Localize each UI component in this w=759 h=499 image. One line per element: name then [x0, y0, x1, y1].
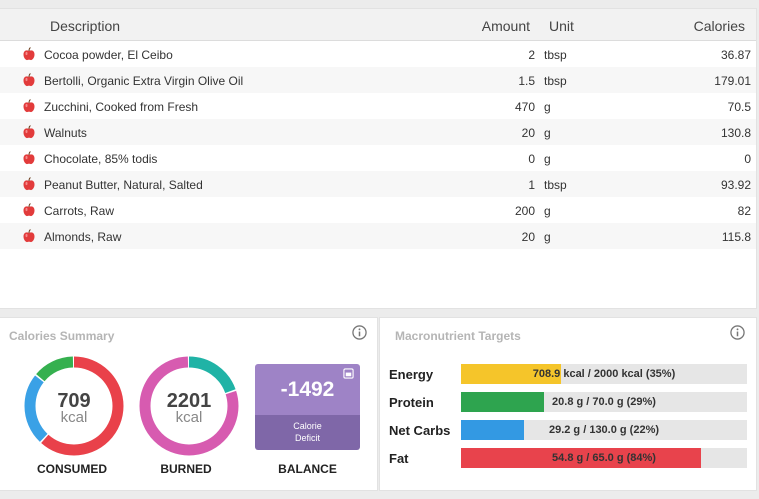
header-unit[interactable]: Unit — [549, 18, 574, 34]
apple-icon — [23, 177, 35, 191]
consumed-ring-chart — [24, 356, 124, 456]
food-description: Zucchini, Cooked from Fresh — [44, 100, 199, 114]
macro-progress-bar: 54.8 g / 65.0 g (84%) — [461, 448, 747, 468]
food-unit[interactable]: tbsp — [544, 48, 567, 62]
table-row[interactable]: Almonds, Raw 20 g 115.8 — [0, 223, 756, 249]
table-header: Description Amount Unit Calories — [0, 9, 756, 41]
burned-unit: kcal — [175, 409, 203, 426]
food-calories: 130.8 — [720, 126, 751, 140]
food-amount[interactable]: 0 — [528, 152, 535, 166]
food-calories: 36.87 — [720, 48, 751, 62]
header-description[interactable]: Description — [50, 18, 121, 34]
macro-progress-bar: 20.8 g / 70.0 g (29%) — [461, 392, 747, 412]
food-description: Cocoa powder, El Ceibo — [44, 48, 173, 62]
apple-icon — [23, 151, 35, 165]
food-amount[interactable]: 20 — [521, 126, 535, 140]
food-description: Walnuts — [44, 126, 87, 140]
macro-progress-text: 20.8 g / 70.0 g (29%) — [552, 396, 656, 408]
info-icon[interactable] — [730, 325, 745, 340]
food-description: Bertolli, Organic Extra Virgin Olive Oil — [44, 74, 244, 88]
macro-progress-text: 54.8 g / 65.0 g (84%) — [552, 452, 656, 464]
food-unit[interactable]: g — [544, 100, 551, 114]
table-row[interactable]: Cocoa powder, El Ceibo 2 tbsp 36.87 — [0, 41, 756, 67]
apple-icon — [23, 47, 35, 61]
ring-segment-1 — [24, 356, 124, 456]
macro-progress-text: 708.9 kcal / 2000 kcal (35%) — [532, 368, 676, 380]
food-calories: 0 — [744, 152, 751, 166]
calories-summary-panel: Calories Summary 709 kcal CONSUMED 2201 … — [0, 317, 378, 491]
food-amount[interactable]: 200 — [514, 204, 535, 218]
macronutrient-targets-panel: Macronutrient Targets Energy 708.9 kcal /… — [379, 317, 757, 491]
food-calories: 70.5 — [727, 100, 751, 114]
consumed-value: 709 — [57, 390, 91, 412]
macro-label: Net Carbs — [389, 423, 451, 438]
food-unit[interactable]: tbsp — [544, 178, 567, 192]
apple-icon — [23, 229, 35, 243]
header-amount[interactable]: Amount — [481, 18, 530, 34]
balance-value: -1492 — [280, 378, 335, 401]
balance-label: BALANCE — [278, 462, 337, 476]
macronutrient-targets-title: Macronutrient Targets — [395, 329, 521, 343]
calories-summary-title: Calories Summary — [9, 329, 115, 343]
food-unit[interactable]: g — [544, 204, 551, 218]
food-amount[interactable]: 470 — [514, 100, 535, 114]
macro-progress-bar: 708.9 kcal / 2000 kcal (35%) — [461, 364, 747, 384]
balance-card[interactable]: -1492 Calorie Deficit — [255, 364, 360, 450]
macro-progress-fill — [461, 448, 702, 468]
balance-line2: Deficit — [294, 433, 320, 443]
ring-segment-1 — [139, 356, 239, 456]
food-unit[interactable]: g — [544, 152, 551, 166]
food-amount[interactable]: 1.5 — [518, 74, 535, 88]
macro-label: Energy — [389, 367, 434, 382]
apple-icon — [23, 203, 35, 217]
table-row[interactable]: Bertolli, Organic Extra Virgin Olive Oil… — [0, 67, 756, 93]
macro-row-protein: Protein 20.8 g / 70.0 g (29%) — [389, 392, 749, 412]
food-description: Chocolate, 85% todis — [44, 152, 158, 166]
macro-label: Protein — [389, 395, 434, 410]
food-unit[interactable]: g — [544, 230, 551, 244]
food-calories: 93.92 — [720, 178, 751, 192]
macro-row-fat: Fat 54.8 g / 65.0 g (84%) — [389, 448, 749, 468]
macro-label: Fat — [389, 451, 409, 466]
burned-label: BURNED — [160, 462, 212, 476]
food-calories: 115.8 — [721, 230, 751, 244]
macro-row-energy: Energy 708.9 kcal / 2000 kcal (35%) — [389, 364, 749, 384]
macro-progress-text: 29.2 g / 130.0 g (22%) — [548, 424, 660, 436]
macro-progress-fill — [461, 364, 562, 384]
lock-icon — [343, 368, 354, 379]
macro-progress-fill — [461, 392, 544, 412]
apple-icon — [23, 73, 35, 87]
food-amount[interactable]: 1 — [528, 178, 535, 192]
apple-icon — [23, 125, 35, 139]
macro-row-net-carbs: Net Carbs 29.2 g / 130.0 g (22%) — [389, 420, 749, 440]
food-calories: 179.01 — [714, 74, 751, 88]
consumed-unit: kcal — [60, 409, 88, 426]
table-row[interactable]: Walnuts 20 g 130.8 — [0, 119, 756, 145]
table-row[interactable]: Carrots, Raw 200 g 82 — [0, 197, 756, 223]
food-amount[interactable]: 2 — [528, 48, 535, 62]
table-row[interactable]: Chocolate, 85% todis 0 g 0 — [0, 145, 756, 171]
consumed-label: CONSUMED — [36, 462, 107, 476]
table-row[interactable]: Peanut Butter, Natural, Salted 1 tbsp 93.92 — [0, 171, 756, 197]
food-amount[interactable]: 20 — [521, 230, 535, 244]
table-body: Cocoa powder, El Ceibo 2 tbsp 36.87 Bertolli… — [0, 41, 756, 249]
macro-progress-fill — [461, 420, 524, 440]
burned-value: 2201 — [166, 390, 212, 412]
food-calories: 82 — [737, 204, 751, 218]
food-unit[interactable]: g — [544, 126, 551, 140]
food-description: Almonds, Raw — [44, 230, 122, 244]
burned-ring-chart — [139, 356, 239, 456]
ring-segment-0 — [139, 356, 239, 456]
apple-icon — [23, 99, 35, 113]
macro-progress-bar: 29.2 g / 130.0 g (22%) — [461, 420, 747, 440]
header-calories[interactable]: Calories — [693, 18, 745, 34]
balance-line1: Calorie — [293, 421, 322, 431]
food-diary-table: Description Amount Unit Calories Cocoa p… — [0, 8, 757, 309]
food-description: Carrots, Raw — [44, 204, 115, 218]
food-unit[interactable]: tbsp — [544, 74, 567, 88]
food-description: Peanut Butter, Natural, Salted — [44, 178, 203, 192]
ring-segment-0 — [24, 356, 124, 456]
info-icon[interactable] — [352, 325, 367, 340]
table-row[interactable]: Zucchini, Cooked from Fresh 470 g 70.5 — [0, 93, 756, 119]
